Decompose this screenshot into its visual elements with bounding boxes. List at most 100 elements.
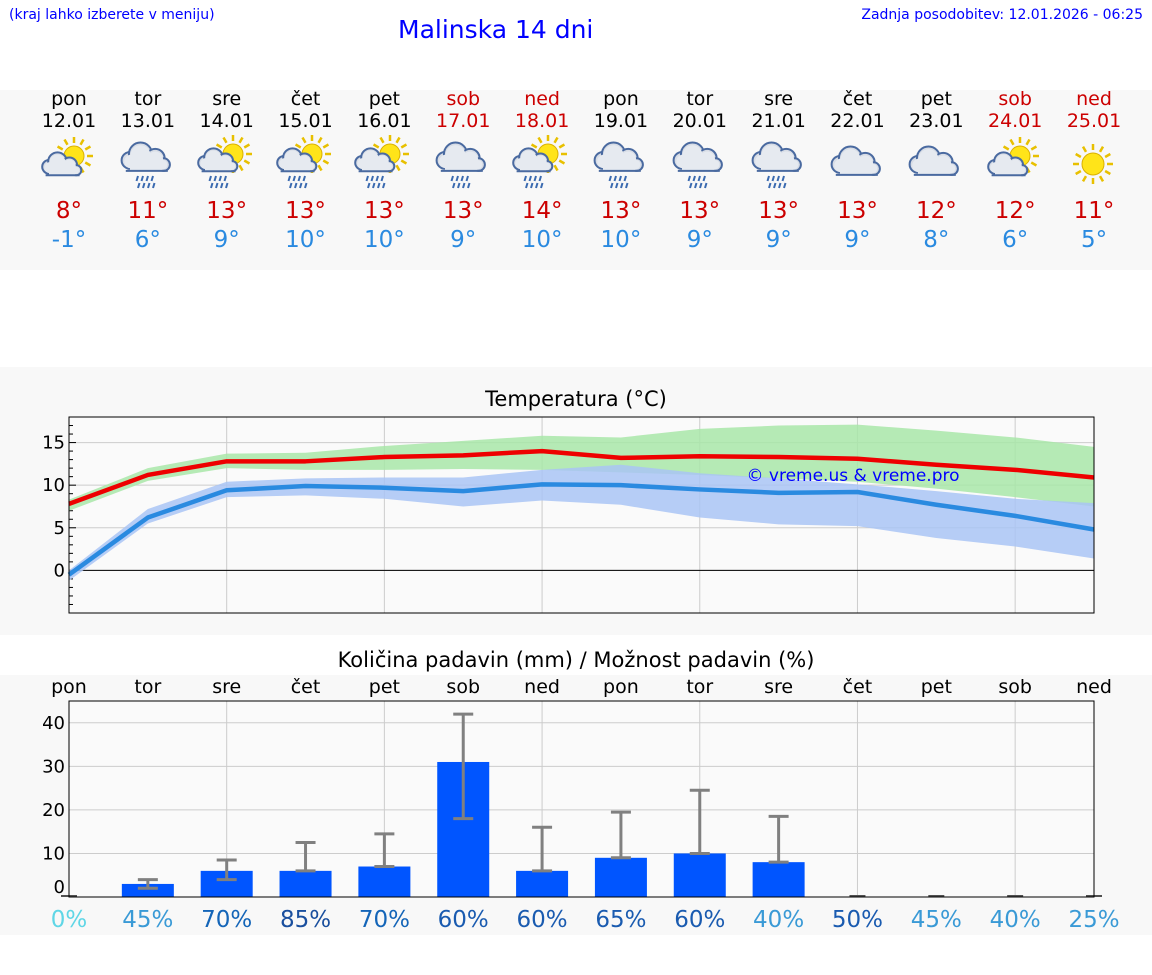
precipitation-title: Količina padavin (mm) / Možnost padavin … bbox=[337, 648, 815, 672]
precip-bar bbox=[752, 862, 805, 897]
min-temp: 10° bbox=[521, 227, 563, 253]
probability-label: 45% bbox=[122, 907, 173, 933]
precip-bar bbox=[279, 870, 332, 897]
probability-label: 40% bbox=[990, 907, 1041, 933]
day-name: pon bbox=[51, 88, 87, 110]
day-column: pet 16.01 13° 10° bbox=[345, 88, 423, 254]
day-label: čet bbox=[843, 676, 873, 698]
day-label: pon bbox=[51, 676, 87, 698]
last-updated: Zadnja posodobitev: 12.01.2026 - 06:25 bbox=[861, 7, 1143, 23]
cloud-rain-icon bbox=[424, 132, 502, 196]
forecast-band bbox=[0, 90, 1152, 270]
day-label: čet bbox=[291, 676, 321, 698]
sun-icon bbox=[1055, 132, 1133, 196]
sun-cloud-rain-icon bbox=[267, 132, 345, 196]
day-date: 17.01 bbox=[436, 110, 491, 132]
page-title: Malinska 14 dni bbox=[398, 15, 594, 44]
day-name: pon bbox=[603, 88, 639, 110]
day-date: 18.01 bbox=[514, 110, 570, 132]
day-date: 20.01 bbox=[672, 110, 727, 132]
min-temp: 9° bbox=[844, 227, 871, 253]
day-name: tor bbox=[134, 88, 162, 110]
day-name: sre bbox=[212, 88, 242, 110]
day-column: tor 13.01 11° 6° bbox=[109, 88, 187, 254]
day-date: 24.01 bbox=[987, 110, 1043, 132]
day-label: sre bbox=[212, 676, 241, 698]
max-temp: 13° bbox=[442, 198, 484, 224]
min-temp-line bbox=[67, 482, 1095, 577]
day-label: sob bbox=[998, 676, 1032, 698]
region-note[interactable]: (kraj lahko izberete v meniju) bbox=[9, 7, 215, 23]
day-name: ned bbox=[524, 88, 560, 110]
y-tick-label: 10 bbox=[42, 843, 65, 864]
min-temp: 6° bbox=[134, 227, 161, 253]
min-temp: 10° bbox=[285, 227, 326, 253]
day-name: sob bbox=[998, 88, 1032, 110]
probability-label: 60% bbox=[674, 907, 725, 933]
y-tick-label: 0 bbox=[54, 560, 65, 581]
y-tick-label: 5 bbox=[54, 518, 65, 539]
day-date: 25.01 bbox=[1066, 110, 1122, 132]
day-date: 13.01 bbox=[120, 110, 176, 132]
day-name: pet bbox=[368, 88, 400, 110]
day-date: 14.01 bbox=[199, 110, 254, 132]
min-temp: 9° bbox=[765, 227, 792, 253]
day-date: 21.01 bbox=[751, 110, 806, 132]
day-label: sob bbox=[446, 676, 480, 698]
day-name: sob bbox=[446, 88, 481, 110]
probability-label: 60% bbox=[438, 907, 489, 933]
min-temp: 9° bbox=[450, 227, 477, 253]
day-label: tor bbox=[134, 676, 161, 698]
day-column: sre 14.01 13° 9° bbox=[188, 88, 266, 254]
day-column: tor 20.01 13° 9° bbox=[661, 88, 739, 254]
max-temp: 13° bbox=[285, 198, 326, 224]
day-name: pet bbox=[920, 88, 952, 110]
max-temp-line bbox=[68, 448, 1095, 507]
sun-cloud-rain-icon bbox=[345, 132, 423, 196]
day-name: tor bbox=[686, 88, 714, 110]
max-temp: 8° bbox=[55, 198, 83, 224]
day-name: ned bbox=[1076, 88, 1112, 110]
precip-bar bbox=[121, 883, 174, 897]
day-column: ned 18.01 14° 10° bbox=[503, 88, 581, 254]
max-temp: 13° bbox=[679, 198, 721, 224]
probability-label: 70% bbox=[201, 907, 252, 933]
max-temp: 13° bbox=[206, 198, 248, 224]
day-label: pon bbox=[603, 676, 639, 698]
max-temp: 12° bbox=[915, 198, 957, 224]
cloud-rain-icon bbox=[740, 132, 818, 196]
min-temp: 9° bbox=[213, 227, 240, 253]
y-tick-label: 10 bbox=[42, 475, 65, 496]
probability-label: 65% bbox=[595, 907, 646, 933]
day-column: čet 22.01 13° 9° bbox=[819, 88, 897, 254]
sun-cloud-rain-icon bbox=[188, 132, 266, 196]
plot-area bbox=[69, 701, 1094, 897]
probability-label: 45% bbox=[911, 907, 962, 933]
min-temp: 9° bbox=[686, 227, 713, 253]
probability-label: 40% bbox=[753, 907, 804, 933]
max-temp: 13° bbox=[758, 198, 800, 224]
day-date: 19.01 bbox=[593, 110, 649, 132]
probability-label: 25% bbox=[1068, 907, 1119, 933]
probability-label: 60% bbox=[517, 907, 568, 933]
watermark: © vreme.us & vreme.pro bbox=[746, 466, 959, 486]
probability-label: 70% bbox=[359, 907, 410, 933]
day-name: čet bbox=[290, 88, 321, 110]
day-column: sob 17.01 13° 9° bbox=[424, 88, 502, 254]
day-column: pon 12.01 8° -1° bbox=[30, 88, 108, 254]
day-date: 22.01 bbox=[830, 110, 885, 132]
day-name: čet bbox=[842, 88, 873, 110]
sun-cloud-icon bbox=[976, 132, 1054, 196]
day-label: ned bbox=[524, 676, 560, 698]
min-temp: 10° bbox=[600, 227, 642, 253]
max-temp: 13° bbox=[837, 198, 878, 224]
probability-label: 50% bbox=[832, 907, 883, 933]
day-column: ned 25.01 11° 5° bbox=[1055, 88, 1133, 254]
day-date: 16.01 bbox=[357, 110, 412, 132]
cloud-icon bbox=[819, 132, 897, 196]
plot-frame bbox=[68, 416, 1095, 614]
min-temp: 6° bbox=[1002, 227, 1029, 253]
max-temp: 13° bbox=[364, 198, 405, 224]
